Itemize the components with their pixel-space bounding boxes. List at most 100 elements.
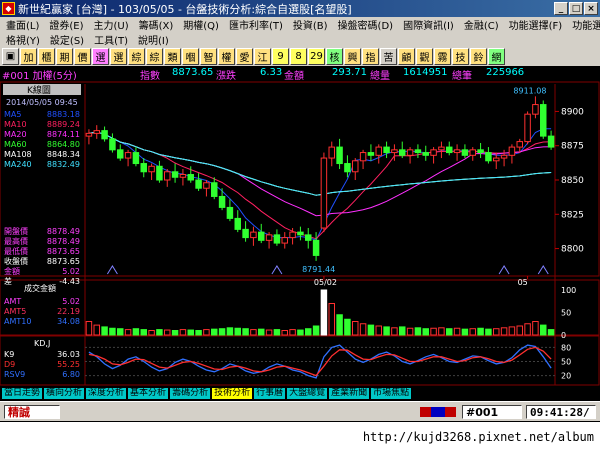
maximize-button[interactable]: □ (569, 2, 583, 15)
tab-7[interactable]: 大盤總覽 (287, 388, 328, 399)
tab-4[interactable]: 籌碼分析 (170, 388, 211, 399)
candle-body (101, 130, 108, 140)
tab-9[interactable]: 市場焦點 (371, 388, 412, 399)
volume-bar (164, 329, 171, 336)
volume-bar (367, 324, 375, 336)
toolbar-button-15[interactable]: 9 (272, 48, 289, 65)
main-panel-date: 2014/05/05 09:45 (6, 98, 78, 107)
toolbar-button-3[interactable]: 期 (56, 48, 73, 65)
menu-item-9[interactable]: 金融(C) (463, 21, 499, 32)
kd-legend-name: D9 (4, 360, 15, 369)
close-button[interactable]: × (584, 2, 598, 15)
candle-body (320, 157, 328, 229)
minimize-button[interactable]: _ (554, 2, 568, 15)
broker-mode[interactable]: 精誠 (4, 405, 60, 419)
technical-chart[interactable]: 8800 8825 8850 8875 8900 8911.08 8791.44 05/02 0… (0, 80, 600, 387)
tab-6[interactable]: 行事曆 (254, 388, 286, 399)
menu-item-10[interactable]: 功能選擇(F) (508, 21, 563, 32)
ohlc-legend-value: -4.43 (59, 277, 80, 286)
toolbar-button-27[interactable]: 網 (488, 48, 505, 65)
menu-item-0[interactable]: 畫面(L) (6, 21, 40, 32)
ma-legend-value: 8883.18 (47, 110, 80, 119)
toolbar-button-1[interactable]: 加 (20, 48, 37, 65)
volume-bar (516, 325, 523, 336)
toolbar-button-21[interactable]: 苦 (380, 48, 397, 65)
toolbar-button-7[interactable]: 綜 (128, 48, 145, 65)
tab-2[interactable]: 深度分析 (86, 388, 127, 399)
change-value: 6.33 (260, 67, 283, 78)
menu-item-2[interactable]: 主力(U) (93, 21, 129, 32)
toolbar-button-13[interactable]: 愛 (236, 48, 253, 65)
toolbar-button-25[interactable]: 技 (452, 48, 469, 65)
menu-item-6[interactable]: 投資(B) (292, 21, 328, 32)
candle-body (226, 206, 234, 219)
menu-item-row2-2[interactable]: 工具(T) (94, 36, 128, 47)
candle-body (281, 237, 288, 244)
toolbar-button-20[interactable]: 指 (362, 48, 379, 65)
tab-5[interactable]: 技術分析 (212, 388, 253, 399)
ohlc-legend-name: 收盤價 (4, 256, 28, 266)
candle-body (461, 149, 469, 156)
symbol-label: #001 加權(5分) (2, 71, 77, 82)
kd-legend-value: 36.03 (57, 350, 80, 359)
menu-item-1[interactable]: 證券(E) (49, 21, 84, 32)
change-label: 漲跌 (216, 71, 236, 82)
tab-1[interactable]: 橫向分析 (44, 388, 85, 399)
candle-body (422, 152, 429, 156)
toolbar-button-0[interactable]: ▣ (2, 48, 19, 65)
ohlc-legend-name: 最高價 (4, 236, 28, 246)
candle-body (328, 146, 335, 159)
toolbar-button-4[interactable]: 價 (74, 48, 91, 65)
toolbar-button-2[interactable]: 櫃 (38, 48, 55, 65)
menu-item-8[interactable]: 國際資訊(I) (403, 21, 454, 32)
ma-legend-value: 8889.24 (47, 120, 80, 129)
tab-0[interactable]: 當日走勢 (2, 388, 43, 399)
volume-bar (179, 329, 187, 336)
toolbar-button-22[interactable]: 顧 (398, 48, 415, 65)
toolbar-button-8[interactable]: 綜 (146, 48, 163, 65)
candle-body (352, 160, 359, 173)
toolbar-button-11[interactable]: 智 (200, 48, 217, 65)
toolbar-button-17[interactable]: 29 (308, 48, 325, 65)
low-annotation: 8791.44 (302, 265, 335, 274)
menu-item-row2-1[interactable]: 設定(S) (49, 36, 85, 47)
toolbar-button-5[interactable]: 選 (92, 48, 109, 65)
ma-legend-name: MA20 (4, 130, 27, 139)
kd-panel: KD,J K9 36.03 D9 55.25 RSV9 6.80 20 50 80 (4, 339, 571, 381)
toolbar-button-9[interactable]: 類 (164, 48, 181, 65)
volume-bar (156, 329, 163, 336)
menu-item-5[interactable]: 匯市利率(T) (228, 21, 283, 32)
toolbar-button-14[interactable]: 江 (254, 48, 271, 65)
toolbar-button-18[interactable]: 核 (326, 48, 343, 65)
ma-line-ma240 (88, 131, 552, 196)
tab-3[interactable]: 基本分析 (128, 388, 169, 399)
toolbar-button-24[interactable]: 霧 (434, 48, 451, 65)
toolbar-button-16[interactable]: 8 (290, 48, 307, 65)
volume-bar (500, 327, 508, 336)
toolbar-button-23[interactable]: 觀 (416, 48, 433, 65)
menu-item-row2-3[interactable]: 說明(I) (138, 36, 169, 47)
title-bar: ◆ 新世紀贏家 [台灣] - 103/05/05 - 台盤技術分析:綜合自選股[… (0, 0, 600, 17)
toolbar-button-6[interactable]: 選 (110, 48, 127, 65)
candle-body (399, 149, 406, 156)
volume-bar (242, 328, 249, 336)
toolbar-button-26[interactable]: 鈴 (470, 48, 487, 65)
volume-bar (297, 329, 304, 336)
volume-bar (195, 330, 202, 336)
volume-bar (328, 303, 335, 336)
volume-bar (218, 328, 226, 336)
candle-body (218, 195, 226, 208)
candle-body (179, 174, 187, 178)
menu-item-row2-0[interactable]: 格視(Y) (6, 36, 40, 47)
menu-item-4[interactable]: 期權(Q) (183, 21, 219, 32)
toolbar-button-19[interactable]: 興 (344, 48, 361, 65)
menu-item-11[interactable]: 功能選擇(F) (572, 21, 600, 32)
kd-frame (0, 335, 600, 386)
candle-body (391, 149, 398, 154)
tab-8[interactable]: 產業新聞 (329, 388, 370, 399)
toolbar-button-10[interactable]: 嗰 (182, 48, 199, 65)
toolbar-button-12[interactable]: 權 (218, 48, 235, 65)
menu-item-3[interactable]: 籌碼(X) (138, 21, 174, 32)
ohlc-legend-value: 5.02 (62, 267, 80, 276)
menu-item-7[interactable]: 操盤密碼(D) (337, 21, 394, 32)
